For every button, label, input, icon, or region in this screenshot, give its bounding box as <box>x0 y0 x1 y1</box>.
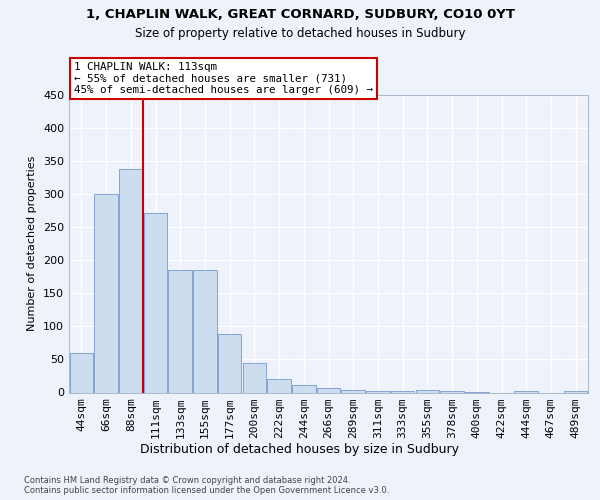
Bar <box>193 270 217 392</box>
Text: Distribution of detached houses by size in Sudbury: Distribution of detached houses by size … <box>140 442 460 456</box>
Bar <box>218 334 241 392</box>
Bar <box>564 391 587 392</box>
Y-axis label: Number of detached properties: Number of detached properties <box>28 156 37 332</box>
Bar <box>341 390 365 392</box>
Text: 1 CHAPLIN WALK: 113sqm
← 55% of detached houses are smaller (731)
45% of semi-de: 1 CHAPLIN WALK: 113sqm ← 55% of detached… <box>74 62 373 95</box>
Bar <box>94 194 118 392</box>
Bar <box>317 388 340 392</box>
Bar <box>292 385 316 392</box>
Bar <box>242 364 266 392</box>
Bar <box>514 391 538 392</box>
Bar <box>366 391 389 392</box>
Text: Size of property relative to detached houses in Sudbury: Size of property relative to detached ho… <box>135 28 465 40</box>
Bar <box>119 169 143 392</box>
Bar <box>169 270 192 392</box>
Bar <box>268 378 291 392</box>
Bar <box>144 214 167 392</box>
Bar <box>416 390 439 392</box>
Text: 1, CHAPLIN WALK, GREAT CORNARD, SUDBURY, CO10 0YT: 1, CHAPLIN WALK, GREAT CORNARD, SUDBURY,… <box>86 8 515 20</box>
Bar <box>70 353 93 393</box>
Bar <box>391 390 415 392</box>
Text: Contains HM Land Registry data © Crown copyright and database right 2024.
Contai: Contains HM Land Registry data © Crown c… <box>24 476 389 495</box>
Bar <box>440 391 464 392</box>
